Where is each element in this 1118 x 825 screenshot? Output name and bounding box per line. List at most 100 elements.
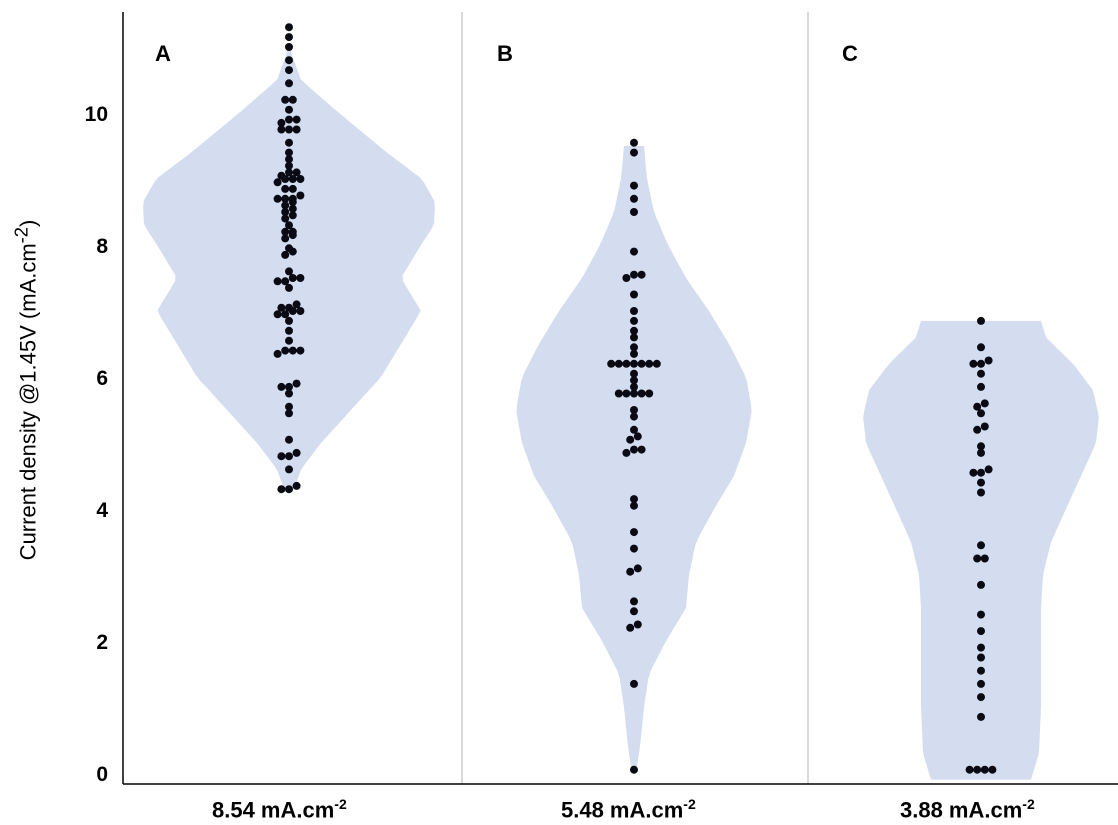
data-point (277, 452, 286, 461)
data-point (292, 379, 301, 388)
data-point (292, 300, 301, 309)
data-point (630, 307, 638, 315)
panel-letters: A B C (155, 41, 858, 66)
data-point (630, 389, 638, 398)
data-point (977, 343, 985, 352)
data-point (630, 343, 638, 352)
data-point (977, 712, 985, 721)
data-point (630, 425, 638, 434)
data-point (285, 56, 293, 65)
data-point (630, 148, 638, 157)
data-point (277, 303, 286, 312)
data-point (292, 125, 301, 134)
data-point (285, 125, 293, 134)
data-point (630, 194, 638, 203)
data-point (285, 409, 293, 418)
data-point (285, 303, 293, 312)
data-point (292, 168, 301, 177)
data-point (977, 541, 985, 550)
data-point (292, 115, 301, 124)
data-point (285, 336, 293, 345)
data-point (630, 290, 638, 299)
panel-letter-a: A (155, 41, 171, 66)
data-point (980, 399, 989, 408)
data-point (988, 765, 997, 774)
data-point (285, 33, 293, 42)
data-point (281, 95, 290, 104)
data-point (288, 95, 297, 104)
data-point (273, 194, 282, 203)
data-point (630, 528, 638, 537)
data-point (630, 247, 638, 256)
data-point (607, 359, 616, 368)
data-point (980, 554, 989, 563)
data-point (626, 567, 635, 576)
data-point (630, 544, 638, 553)
data-point (281, 184, 290, 193)
panel-letter-b: B (497, 41, 513, 66)
data-point (281, 310, 290, 319)
data-point (285, 138, 293, 147)
data-point (977, 666, 985, 675)
data-point (285, 452, 293, 461)
data-point (285, 148, 293, 157)
data-point (288, 184, 297, 193)
data-point (285, 115, 293, 124)
data-point (296, 274, 305, 282)
data-point (977, 468, 985, 477)
data-point (969, 359, 978, 368)
data-point (630, 376, 638, 385)
violin-b (516, 146, 752, 773)
data-point (292, 481, 301, 490)
data-point (973, 402, 982, 411)
data-point (652, 359, 661, 368)
data-point (296, 307, 305, 315)
y-axis-title: Current density @1.45V (mA.cm-2) (10, 219, 41, 561)
data-point (637, 270, 646, 279)
data-point (977, 580, 985, 589)
data-point (296, 191, 305, 200)
data-point (630, 597, 638, 606)
data-point (285, 283, 293, 292)
data-point (277, 118, 286, 127)
data-point (633, 620, 642, 629)
data-point (285, 465, 293, 474)
data-point (273, 277, 282, 286)
data-point (630, 316, 638, 325)
data-point (285, 66, 293, 75)
x-label-b: 5.48 mA.cm-2 (561, 796, 696, 823)
data-point (622, 448, 631, 457)
y-axis-title-wrap: Current density @1.45V (mA.cm-2) (6, 160, 46, 620)
data-point (977, 382, 985, 391)
data-point (288, 211, 297, 220)
data-point (285, 402, 293, 411)
data-points (273, 23, 997, 774)
data-point (622, 359, 631, 368)
data-point (288, 274, 297, 282)
data-point (285, 79, 293, 88)
data-point (288, 346, 297, 355)
data-point (630, 349, 638, 358)
y-tick-label: 2 (96, 631, 108, 654)
data-point (973, 425, 982, 434)
data-point (630, 208, 638, 216)
data-point (645, 359, 654, 368)
data-point (637, 389, 646, 398)
data-point (626, 623, 635, 632)
data-point (285, 105, 293, 114)
data-point (977, 643, 985, 652)
data-point (277, 485, 286, 494)
data-point (630, 607, 638, 616)
data-point (281, 201, 290, 210)
data-point (630, 138, 638, 147)
data-point (977, 627, 985, 636)
data-point (273, 349, 282, 358)
data-point (630, 495, 638, 504)
violin-shapes (143, 27, 1099, 780)
data-point (630, 445, 638, 454)
data-point (288, 194, 297, 203)
data-point (977, 409, 985, 418)
data-point (977, 478, 985, 487)
data-point (292, 448, 301, 457)
data-point (614, 389, 623, 398)
